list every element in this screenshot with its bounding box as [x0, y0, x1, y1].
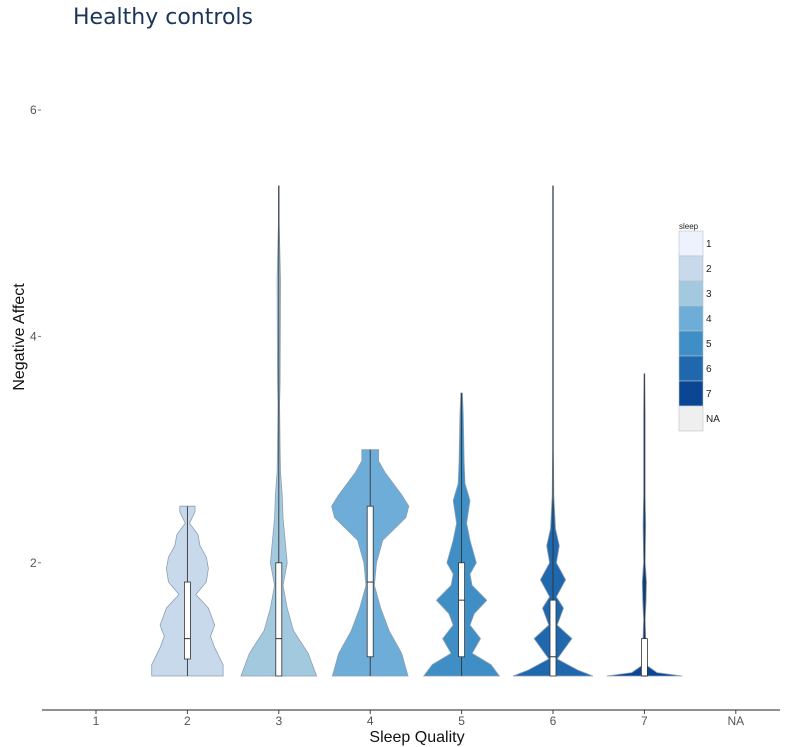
y-ticks: 2 4 6	[30, 103, 41, 570]
violin-box	[183, 581, 191, 660]
legend-label: 6	[706, 364, 712, 375]
x-tick-label: NA	[727, 714, 744, 728]
x-tick-label: 6	[550, 714, 557, 728]
legend-label: NA	[706, 414, 720, 425]
legend-label: 5	[706, 339, 712, 350]
y-axis-label: Negative Affect	[11, 283, 28, 391]
violin-4	[331, 449, 410, 677]
page-title: Healthy controls	[73, 5, 253, 30]
violin-box	[641, 638, 648, 677]
legend: sleep 1 2 3 4 5 6 7 NA	[678, 222, 720, 432]
violin-box	[458, 562, 466, 658]
violin-6	[512, 185, 594, 677]
legend-swatch	[678, 405, 704, 432]
legend-swatch	[678, 280, 704, 307]
legend-label: 7	[706, 389, 712, 400]
violin-box	[275, 562, 283, 677]
violin-7	[606, 373, 683, 677]
violin-5	[423, 392, 501, 677]
x-ticks: 1 2 3 4 5 6 7 NA	[93, 710, 744, 728]
legend-label: 2	[706, 264, 712, 275]
legend-swatch	[678, 355, 704, 382]
legend-title: sleep	[679, 222, 699, 231]
x-axis-label: Sleep Quality	[369, 729, 464, 746]
y-tick-label: 2	[30, 556, 37, 570]
x-tick-label: 7	[641, 714, 648, 728]
legend-swatch	[678, 380, 704, 407]
x-tick-label: 5	[458, 714, 465, 728]
violin-group	[151, 185, 683, 677]
legend-swatch	[678, 255, 704, 282]
legend-swatch	[678, 305, 704, 332]
legend-label: 4	[706, 314, 712, 325]
violin-3	[240, 185, 318, 677]
violin-box	[549, 599, 557, 677]
violin-box	[366, 505, 374, 658]
violin-2	[151, 505, 224, 677]
legend-label: 1	[706, 239, 712, 250]
y-tick-label: 6	[30, 103, 37, 117]
legend-swatch	[678, 230, 704, 257]
y-tick-label: 4	[30, 329, 37, 343]
legend-swatch	[678, 330, 704, 357]
x-tick-label: 2	[184, 714, 191, 728]
x-tick-label: 1	[93, 714, 100, 728]
x-tick-label: 4	[367, 714, 374, 728]
x-tick-label: 3	[275, 714, 282, 728]
legend-label: 3	[706, 289, 712, 300]
